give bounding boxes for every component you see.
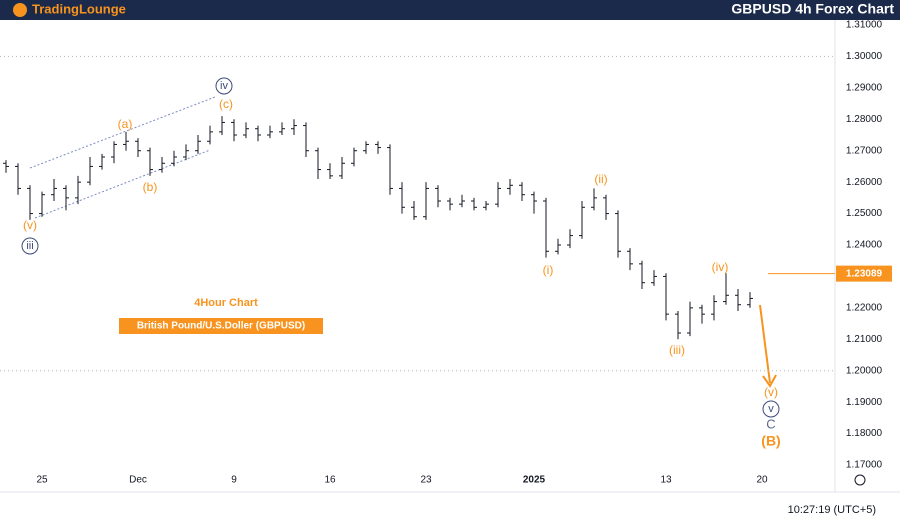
wave-label: iv [220, 80, 228, 92]
wave-label: (b) [143, 180, 158, 194]
wave-label: (i) [543, 263, 554, 277]
logo-icon [13, 3, 27, 17]
y-tick-label: 1.20000 [846, 365, 883, 376]
y-tick-label: 1.26000 [846, 177, 883, 188]
wave-label: (iii) [669, 343, 685, 357]
y-tick-label: 1.27000 [846, 145, 883, 156]
wave-label: C [766, 416, 775, 431]
y-tick-label: 1.28000 [846, 114, 883, 125]
x-tick-label: 16 [324, 475, 336, 486]
y-tick-label: 1.22000 [846, 302, 883, 313]
y-tick-label: 1.17000 [846, 460, 883, 471]
subtitle: 4Hour Chart [194, 297, 258, 309]
instrument-box [119, 318, 323, 334]
clock: 10:27:19 (UTC+5) [788, 504, 876, 516]
wave-label: v [768, 403, 774, 415]
x-tick-label: 23 [420, 475, 432, 486]
y-tick-label: 1.21000 [846, 334, 883, 345]
wave-label: (iv) [712, 260, 729, 274]
x-tick-label: Dec [129, 475, 147, 486]
last-price-label: 1.23089 [846, 268, 883, 279]
wave-circle [215, 77, 233, 95]
wave-label: (ii) [594, 172, 607, 186]
channel-line [34, 149, 211, 219]
wave-label: (a) [118, 117, 133, 131]
x-tick-label: 9 [231, 475, 237, 486]
x-tick-label: 25 [36, 475, 48, 486]
y-tick-label: 1.30000 [846, 51, 883, 62]
x-tick-label: 13 [660, 475, 672, 486]
wave-label: (v) [764, 385, 778, 399]
y-tick-label: 1.29000 [846, 82, 883, 93]
y-tick-label: 1.31000 [846, 20, 883, 31]
last-price-box [836, 265, 892, 282]
header-bar [0, 0, 900, 20]
wave-label: (c) [219, 97, 233, 111]
projection-arrowhead [762, 374, 777, 388]
wave-circle [21, 237, 39, 255]
wave-circle [762, 400, 780, 418]
logo: TradingLounge [32, 1, 126, 16]
settings-icon[interactable] [854, 474, 866, 486]
channel-line [29, 96, 216, 169]
y-tick-label: 1.25000 [846, 208, 883, 219]
projection-arrow [759, 304, 771, 384]
instrument: British Pound/U.S.Doller (GBPUSD) [137, 321, 305, 332]
x-tick-label: 2025 [523, 475, 546, 486]
wave-label: iii [26, 240, 33, 252]
y-tick-label: 1.24000 [846, 240, 883, 251]
y-tick-label: 1.18000 [846, 428, 883, 439]
y-tick-label: 1.19000 [846, 397, 883, 408]
x-tick-label: 20 [756, 475, 768, 486]
chart-title: GBPUSD 4h Forex Chart [731, 1, 894, 17]
wave-label: (v) [23, 218, 37, 232]
wave-label: (B) [761, 433, 780, 449]
